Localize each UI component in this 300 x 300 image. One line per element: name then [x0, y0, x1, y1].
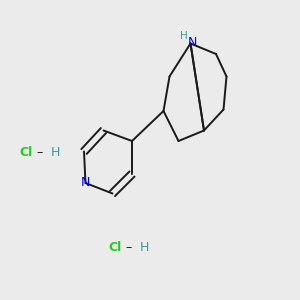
Text: H: H: [180, 31, 188, 41]
Text: Cl: Cl: [20, 146, 33, 160]
Text: –: –: [125, 241, 131, 254]
Text: N: N: [188, 35, 198, 49]
Text: N: N: [81, 176, 90, 190]
Text: H: H: [51, 146, 60, 160]
Text: Cl: Cl: [108, 241, 121, 254]
Text: –: –: [37, 146, 43, 160]
Text: H: H: [140, 241, 149, 254]
